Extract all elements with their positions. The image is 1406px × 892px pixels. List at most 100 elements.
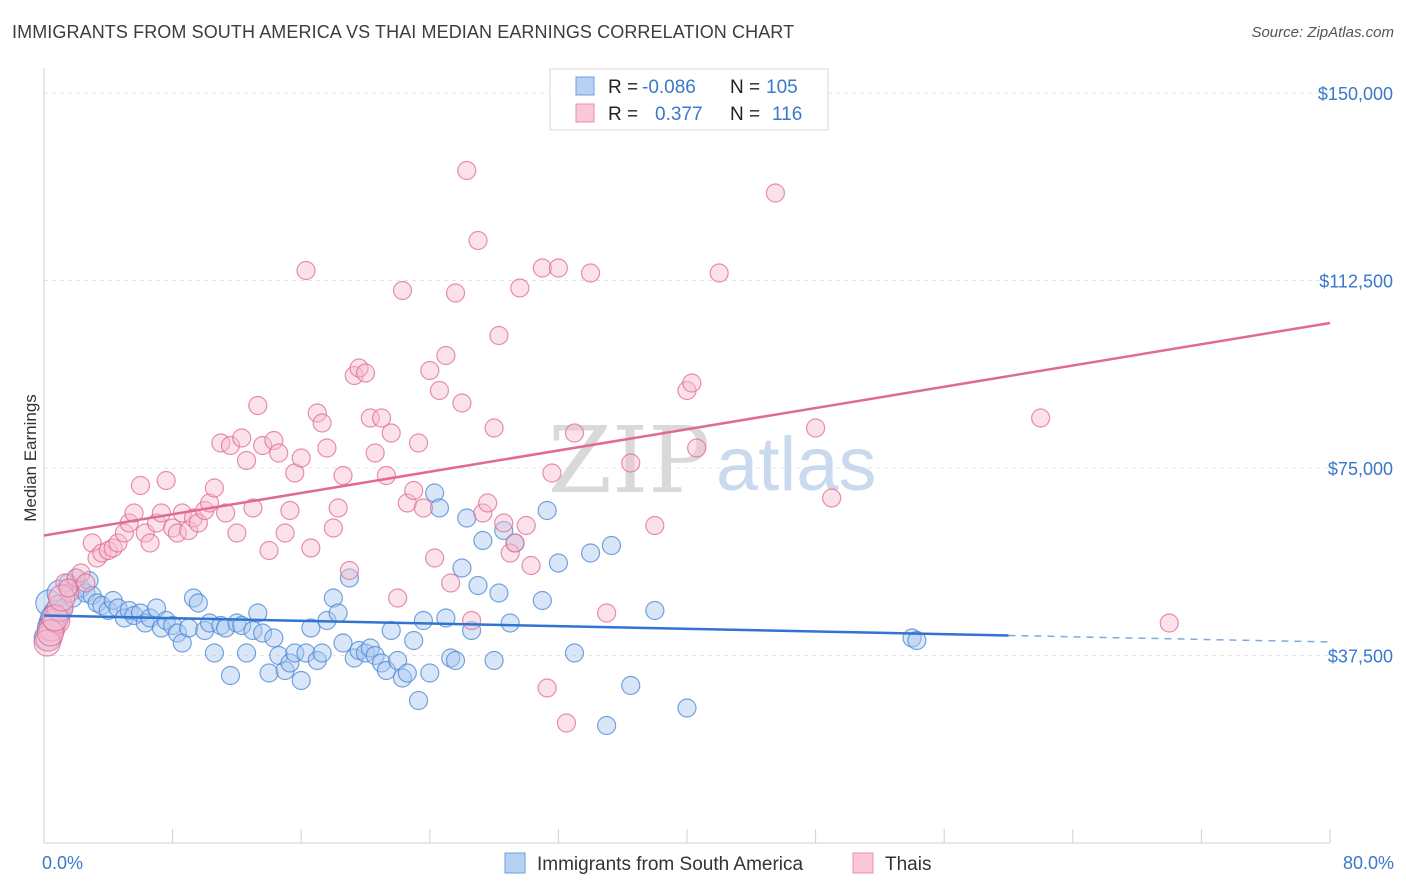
- legend-swatch-thais: [575, 103, 595, 123]
- thais-point-52: [312, 413, 332, 433]
- legend-r-value-2: 0.377: [655, 104, 703, 125]
- thais-point-105: [709, 263, 729, 283]
- thais-point-56: [333, 465, 353, 486]
- thais-point-75: [436, 345, 456, 366]
- thais-point-106: [765, 183, 786, 203]
- thais-point-55: [328, 498, 348, 518]
- immigrants-point-96: [601, 535, 622, 556]
- immigrants-point-87: [494, 520, 514, 541]
- thais-point-71: [413, 498, 433, 518]
- immigrants-point-73: [413, 610, 433, 631]
- thais-point-65: [381, 423, 401, 443]
- thais-point-85: [489, 325, 509, 346]
- thais-point-98: [580, 263, 601, 283]
- thais-point-74: [429, 380, 450, 401]
- thais-point-111: [33, 629, 61, 657]
- y-tick-labels: $37,500 $75,000 $112,500 $150,000: [1318, 84, 1393, 667]
- thais-point-37: [232, 428, 252, 448]
- immigrants-point-31: [188, 593, 208, 613]
- thais-point-77: [445, 283, 466, 303]
- immigrants-point-90: [532, 590, 552, 611]
- thais-point-82: [473, 503, 493, 523]
- bottom-legend-swatch-immigrants: [504, 852, 526, 874]
- thais-point-17: [124, 503, 144, 523]
- thais-point-76: [441, 573, 461, 593]
- immigrants-point-88: [500, 613, 520, 633]
- thais-point-14: [108, 533, 128, 553]
- legend-n-label-2: N =: [730, 104, 760, 125]
- y-tick-label-3: $150,000: [1318, 84, 1393, 104]
- y-tick-label-0: $37,500: [1328, 647, 1393, 667]
- immigrants-point-76: [429, 498, 450, 518]
- legend-swatch-immigrants: [575, 76, 595, 96]
- immigrants-point-91: [537, 500, 557, 521]
- immigrants-point-92: [548, 553, 569, 573]
- thais-point-25: [167, 523, 188, 543]
- thais-point-90: [516, 515, 536, 536]
- bottom-legend-label-thais: Thais: [885, 854, 931, 875]
- thais-point-49: [296, 260, 316, 281]
- thais-point-92: [532, 258, 552, 278]
- y-tick-label-1: $75,000: [1328, 459, 1393, 479]
- thais-trend-line: [43, 321, 1331, 537]
- thais-point-94: [542, 463, 562, 483]
- immigrants-point-51: [296, 643, 316, 663]
- bottom-legend-label-immigrants: Immigrants from South America: [537, 854, 804, 875]
- immigrants-point-97: [621, 675, 641, 696]
- thais-point-20: [140, 533, 160, 553]
- immigrants-point-75: [425, 483, 445, 503]
- immigrants-point-34: [204, 643, 224, 663]
- legend-r-label-2: R =: [608, 104, 638, 125]
- thais-point-115: [58, 578, 78, 598]
- thais-point-18: [130, 475, 151, 496]
- thais-point-70: [408, 433, 429, 453]
- thais-point-63: [371, 408, 392, 428]
- immigrants-trend-line: [43, 614, 1009, 637]
- immigrants-point-58: [333, 633, 353, 653]
- immigrants-point-81: [457, 508, 477, 528]
- axes: [43, 68, 1331, 844]
- legend-r-label-1: R =: [608, 77, 638, 98]
- immigrants-point-54: [312, 643, 332, 663]
- watermark-atlas: atlas: [716, 422, 877, 507]
- thais-point-9: [82, 533, 102, 553]
- thais-point-95: [548, 258, 569, 278]
- thais-point-107: [805, 418, 826, 438]
- thais-point-15: [114, 523, 134, 543]
- thais-point-87: [500, 543, 520, 563]
- thais-point-108: [822, 488, 842, 508]
- chart-source: Source: ZipAtlas.com: [1251, 24, 1394, 41]
- thais-point-34: [216, 503, 236, 523]
- thais-point-32: [204, 478, 224, 498]
- immigrants-point-85: [484, 650, 504, 671]
- legend-r-value-1: -0.086: [642, 77, 696, 98]
- thais-point-104: [687, 438, 707, 458]
- thais-point-40: [248, 395, 268, 416]
- immigrants-point-74: [420, 663, 440, 683]
- thais-point-23: [156, 470, 176, 491]
- thais-point-54: [323, 518, 343, 538]
- thais-point-91: [521, 555, 541, 576]
- thais-point-8: [76, 573, 96, 593]
- thais-point-93: [537, 678, 557, 698]
- x-tick-labels: 0.0% 80.0%: [42, 853, 1394, 873]
- trend-lines: [43, 321, 1331, 643]
- immigrants-point-82: [461, 620, 482, 641]
- immigrants-point-80: [452, 558, 472, 578]
- immigrants-point-71: [404, 630, 424, 651]
- thais-point-100: [621, 453, 641, 473]
- immigrants-point-40: [236, 643, 257, 663]
- immigrants-point-72: [408, 690, 429, 711]
- thais-point-50: [301, 538, 321, 558]
- thais-point-41: [253, 435, 273, 456]
- thais-point-66: [388, 588, 408, 608]
- thais-point-64: [376, 465, 396, 486]
- immigrants-point-27: [167, 623, 188, 643]
- immigrants-point-59: [339, 568, 360, 588]
- immigrants-point-70: [397, 663, 417, 683]
- immigrants-point-29: [179, 618, 199, 638]
- thais-point-35: [220, 435, 241, 456]
- series-legend: Immigrants from South America Thais: [504, 852, 931, 875]
- thais-point-7: [71, 563, 91, 583]
